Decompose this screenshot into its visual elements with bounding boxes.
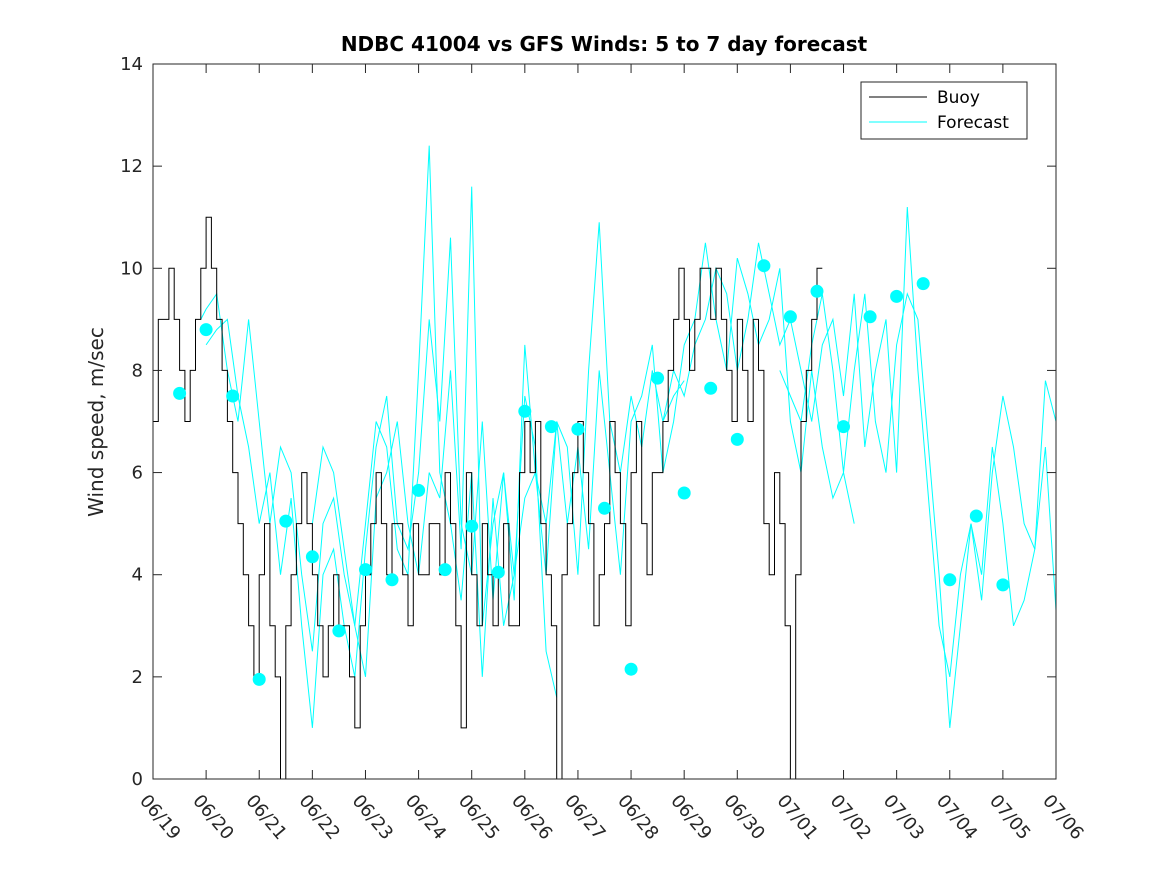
forecast-marker [491,565,505,579]
forecast-marker [730,432,744,446]
y-tick-label: 2 [132,667,143,688]
y-tick-label: 14 [120,54,143,75]
legend-forecast-label: Forecast [937,113,1009,133]
forecast-marker [332,624,346,638]
forecast-marker [943,573,957,587]
forecast-lines [200,145,1056,728]
forecast-marker [518,404,532,418]
forecast-marker [544,420,558,434]
chart-title: NDBC 41004 vs GFS Winds: 5 to 7 day fore… [341,32,868,56]
y-tick-label: 0 [132,769,143,790]
forecast-marker [173,386,187,400]
forecast-series-line [662,206,1056,678]
forecast-marker [226,389,240,403]
forecast-marker [969,509,983,523]
forecast-marker [890,289,904,303]
buoy-series-line [153,216,823,779]
legend-box [860,81,1028,140]
forecast-marker [996,578,1010,592]
y-axis-label: Wind speed, m/sec [84,327,108,517]
y-tick-label: 4 [132,565,143,586]
forecast-series-line [779,292,1056,728]
legend-buoy-label: Buoy [937,88,980,108]
buoy-line [153,216,823,779]
forecast-marker [863,310,877,324]
forecast-marker [624,662,638,676]
forecast-series-line [200,145,558,698]
forecast-marker [571,422,585,436]
forecast-marker [305,550,319,564]
forecast-marker [465,519,479,533]
forecast-markers [173,259,1010,686]
forecast-marker [757,259,771,273]
forecast-marker [279,514,293,528]
y-tick-label: 6 [132,463,143,484]
y-tick-label: 12 [120,156,143,177]
forecast-marker [704,381,718,395]
forecast-series-line [205,222,685,728]
forecast-marker [651,371,665,385]
forecast-marker [252,672,266,686]
forecast-marker [412,483,426,497]
forecast-marker [199,323,213,337]
forecast-marker [598,501,611,515]
forecast-marker [677,486,691,500]
forecast-marker [783,310,797,324]
y-tick-label: 8 [132,360,143,381]
forecast-marker [837,420,850,434]
y-axis: 0 2 4 6 8 10 12 14 [120,54,1056,790]
legend: Buoy Forecast [860,81,1028,140]
forecast-marker [385,573,399,587]
y-tick-label: 10 [120,258,143,279]
forecast-series-line [311,186,855,678]
forecast-marker [438,563,452,577]
forecast-marker [810,284,824,298]
forecast-marker [916,277,930,291]
forecast-marker [359,563,372,577]
plot-frame [152,63,1057,780]
